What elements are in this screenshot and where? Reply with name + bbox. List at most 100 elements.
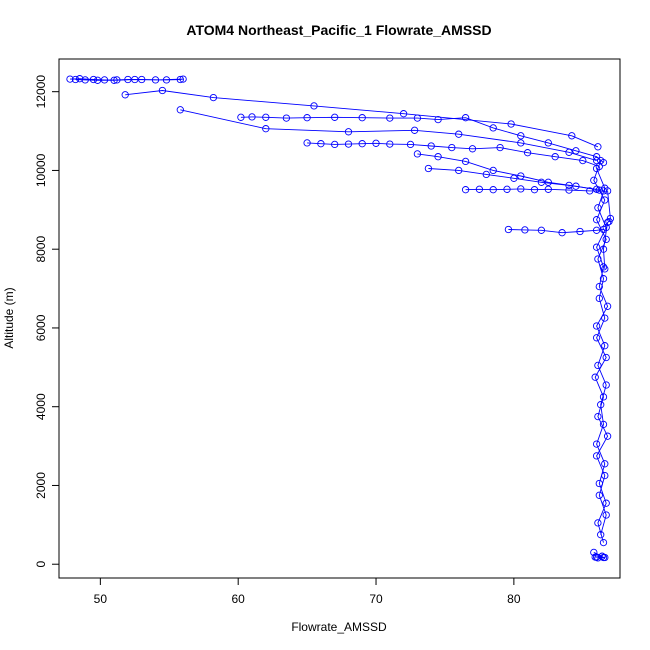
data-point [592, 243, 601, 251]
series-line [428, 168, 597, 190]
data-point [344, 140, 353, 148]
data-point [282, 114, 291, 122]
data-point [595, 294, 603, 303]
data-point [599, 275, 608, 283]
data-point [576, 227, 584, 236]
data-point [544, 139, 552, 147]
data-point [461, 114, 470, 122]
data-point [131, 75, 139, 84]
data-point [331, 113, 339, 121]
data-point [158, 86, 167, 95]
series-line [180, 109, 597, 162]
data-point [344, 128, 353, 136]
data-point [121, 91, 129, 99]
data-point [76, 75, 84, 83]
data-point [399, 110, 408, 118]
data-point [592, 185, 601, 193]
data-point [461, 157, 470, 166]
data-point [586, 187, 594, 195]
data-point [601, 265, 609, 273]
data-point [496, 143, 504, 152]
data-point [179, 75, 187, 83]
data-point [427, 142, 435, 150]
data-point [551, 153, 559, 161]
data-point [482, 170, 490, 179]
data-point [455, 130, 463, 138]
data-point [468, 145, 477, 153]
data-point [162, 76, 171, 84]
data-point [601, 314, 609, 322]
data-point [113, 76, 121, 84]
data-point [591, 553, 599, 561]
y-tick-label: 2000 [34, 472, 48, 499]
data-point [602, 499, 610, 507]
data-point [594, 519, 602, 527]
data-point [591, 373, 599, 381]
series-line [69, 78, 184, 81]
data-point [599, 420, 608, 429]
y-tick-label: 0 [34, 561, 48, 568]
data-point [592, 322, 601, 330]
data-point [317, 140, 325, 148]
data-point [592, 440, 601, 448]
data-point [558, 229, 566, 237]
data-point [601, 196, 609, 204]
data-point [176, 106, 184, 114]
data-point [517, 132, 525, 140]
data-point [601, 460, 609, 468]
x-tick-label: 60 [232, 592, 246, 606]
data-point [517, 185, 525, 193]
data-point [93, 76, 102, 84]
data-point [386, 114, 394, 122]
data-point [595, 491, 603, 499]
data-point [537, 178, 546, 186]
data-point [594, 143, 602, 151]
data-point [523, 149, 532, 157]
data-point [579, 156, 587, 165]
data-point [602, 235, 610, 244]
data-point [358, 114, 366, 122]
data-point [489, 186, 497, 194]
data-point [592, 153, 601, 161]
series-line [508, 229, 604, 234]
data-point [237, 113, 245, 121]
data-point [448, 143, 456, 152]
data-point [66, 75, 74, 83]
data-point [565, 186, 573, 194]
y-tick-label: 8000 [34, 236, 48, 263]
data-point [517, 172, 525, 180]
data-point [599, 538, 608, 547]
data-point [517, 139, 525, 147]
data-point [89, 75, 98, 84]
data-point [599, 245, 608, 253]
data-point [100, 76, 109, 84]
data-point [601, 342, 609, 350]
data-point [602, 223, 610, 232]
series-line [307, 142, 600, 167]
data-point [521, 226, 529, 234]
data-point [434, 115, 442, 124]
data-point [176, 75, 184, 84]
data-point [262, 113, 270, 121]
data-point [386, 140, 394, 148]
x-axis: 50 60 70 80 [94, 577, 521, 606]
data-point [595, 282, 603, 291]
x-tick-label: 50 [94, 592, 108, 606]
data-point [594, 361, 602, 370]
data-point [530, 186, 539, 194]
data-point [568, 132, 576, 140]
data-point [594, 255, 602, 263]
data-point [504, 225, 513, 234]
data-point [594, 204, 602, 212]
data-point [424, 164, 433, 173]
data-point [410, 126, 419, 134]
data-point [503, 185, 511, 193]
data-point [590, 176, 598, 184]
data-point [592, 334, 601, 342]
data-point [592, 452, 601, 460]
data-point [537, 226, 546, 234]
x-tick-label: 70 [369, 592, 383, 606]
data-point [565, 181, 573, 190]
data-point [507, 120, 515, 128]
